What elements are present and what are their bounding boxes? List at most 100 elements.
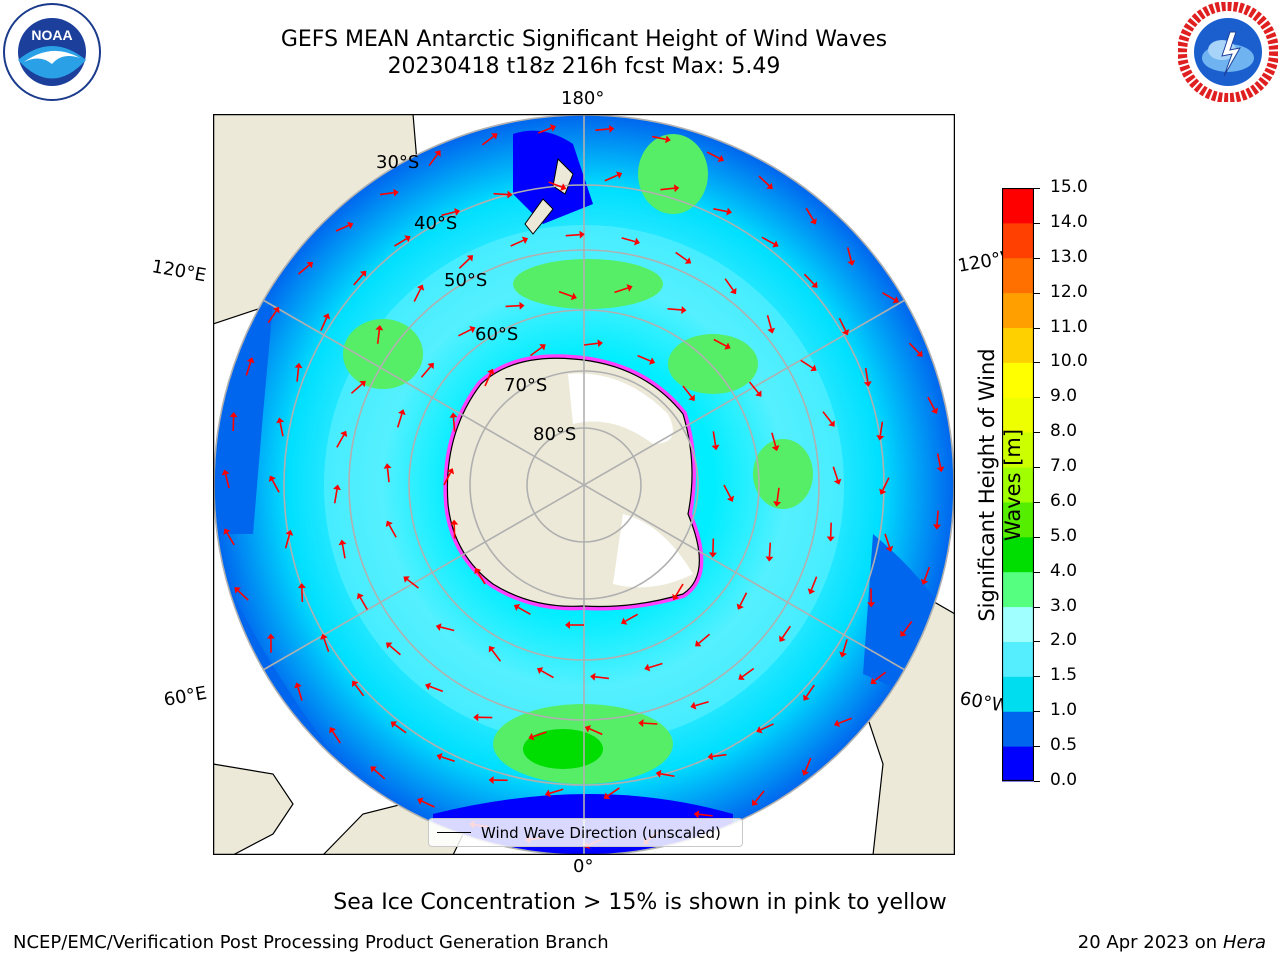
- wave-arrow: [565, 233, 580, 237]
- colorbar-tick-mark: [1034, 606, 1040, 608]
- wave-arrow: [529, 346, 543, 357]
- wave-arrow-head: [539, 344, 546, 351]
- colorbar-label: Significant Height of Wind Waves [m]: [975, 348, 1025, 622]
- wave-arrow-head: [724, 342, 731, 350]
- wave-arrow: [758, 175, 770, 187]
- wave-arrow: [766, 315, 772, 329]
- colorbar-tick-label: 11.0: [1050, 316, 1088, 337]
- wave-arrow: [458, 258, 471, 269]
- wave-arrow: [771, 432, 777, 447]
- wave-arrow-head: [570, 292, 577, 301]
- wave-arrow-head: [469, 326, 476, 334]
- wave-arrow: [936, 453, 942, 468]
- lon-label-0: 0°: [573, 856, 594, 877]
- colorbar-ticks: 0.0 0.5 1.0 1.5 2.0 3.0 4.0 5.0 6.0 7.0 8.0 9.0 10.0…: [1034, 177, 1094, 790]
- wave-arrow: [517, 606, 531, 616]
- wave-arrow-head: [404, 235, 411, 243]
- wave-arrow-head: [416, 284, 425, 291]
- wave-arrow-head: [766, 182, 773, 190]
- wave-arrow-head: [491, 133, 498, 140]
- wave-arrow-head: [466, 255, 474, 262]
- wave-arrow: [936, 510, 939, 525]
- wave-arrow-head: [272, 306, 280, 314]
- colorbar-tick-mark: [1034, 188, 1040, 189]
- wave-arrow: [393, 238, 407, 247]
- wave-arrow: [761, 236, 775, 245]
- wave-arrow-head: [370, 766, 377, 773]
- wave-arrow-head: [454, 208, 460, 216]
- wave-arrow-head: [767, 327, 776, 334]
- wave-arrow: [800, 359, 813, 369]
- wave-arrow-head: [221, 469, 230, 476]
- colorbar-tick-mark: [1034, 292, 1040, 294]
- lat-label-80s: 80°S: [533, 424, 577, 445]
- wave-arrow: [712, 753, 727, 758]
- wave-arrow-head: [584, 725, 592, 733]
- wave-arrow-head: [681, 305, 687, 314]
- footer-credit: NCEP/EMC/Verification Post Processing Pr…: [13, 932, 609, 953]
- wave-arrow: [484, 372, 492, 387]
- wave-arrow-head: [473, 713, 479, 722]
- wave-arrow-head: [693, 810, 700, 819]
- wave-arrow: [660, 772, 675, 778]
- wave-arrow: [558, 290, 573, 298]
- wave-arrow: [822, 411, 833, 424]
- wave-arrow: [458, 328, 472, 337]
- wave-arrow-head: [841, 329, 850, 336]
- lat-label-60s: 60°S: [475, 324, 519, 345]
- wave-arrow: [698, 633, 711, 644]
- colorbar-cell: [1002, 327, 1034, 363]
- wave-arrow: [805, 684, 815, 698]
- wave-arrow: [754, 790, 765, 803]
- wave-arrow: [532, 731, 547, 738]
- wave-arrow-head: [648, 357, 656, 365]
- wave-arrow: [637, 354, 651, 362]
- wave-arrow: [493, 192, 508, 196]
- wave-arrow-head: [329, 727, 336, 734]
- colorbar-tick-mark: [1034, 222, 1040, 224]
- wave-arrow: [594, 676, 610, 680]
- colorbar-cell: [1002, 432, 1034, 468]
- wave-arrow-head: [474, 567, 482, 575]
- wave-arrow: [323, 638, 330, 653]
- wave-arrow: [882, 477, 890, 491]
- wave-arrow-head: [638, 719, 644, 728]
- wind-wave-arrows: [221, 124, 945, 849]
- wave-arrow-head: [268, 475, 276, 482]
- wave-arrow: [882, 292, 896, 301]
- wave-arrow-head: [717, 154, 725, 162]
- colorbar-tick-label: 0.0: [1050, 770, 1078, 790]
- wave-arrow: [331, 730, 341, 744]
- footer-host: Hera: [1222, 932, 1266, 953]
- wave-arrow: [643, 722, 658, 725]
- wave-arrow-head: [435, 623, 442, 631]
- wave-arrow-head: [375, 324, 384, 331]
- wave-arrow-head: [811, 281, 818, 288]
- wave-arrow: [271, 479, 280, 493]
- wave-arrow-head: [876, 435, 885, 441]
- wave-arrow: [353, 273, 364, 286]
- wave-arrow: [510, 239, 524, 247]
- wave-arrow: [540, 669, 554, 679]
- colorbar-cell: [1002, 257, 1034, 294]
- wave-arrow: [386, 468, 390, 483]
- wave-arrow-head: [803, 694, 810, 701]
- lat-label-40s: 40°S: [414, 213, 458, 234]
- wave-arrow-head: [333, 484, 341, 491]
- wave-arrow-head: [403, 576, 410, 583]
- wave-arrow-head: [560, 183, 567, 191]
- wave-arrow: [505, 304, 520, 308]
- colorbar-cell: [1002, 362, 1034, 398]
- wave-arrow-head: [695, 640, 702, 647]
- wave-arrow: [805, 207, 815, 221]
- wave-arrow: [373, 769, 386, 780]
- colorbar-tick-label: 3.0: [1050, 595, 1078, 616]
- colorbar-tick-label: 13.0: [1050, 246, 1088, 267]
- wave-arrow: [440, 626, 455, 632]
- wave-arrow-head: [738, 673, 745, 680]
- colorbar-tick-mark: [1034, 327, 1040, 329]
- lat-label-70s: 70°S: [504, 375, 548, 396]
- wave-arrow: [879, 421, 884, 436]
- wave-arrow-head: [246, 357, 255, 364]
- wave-arrow-head: [266, 633, 275, 639]
